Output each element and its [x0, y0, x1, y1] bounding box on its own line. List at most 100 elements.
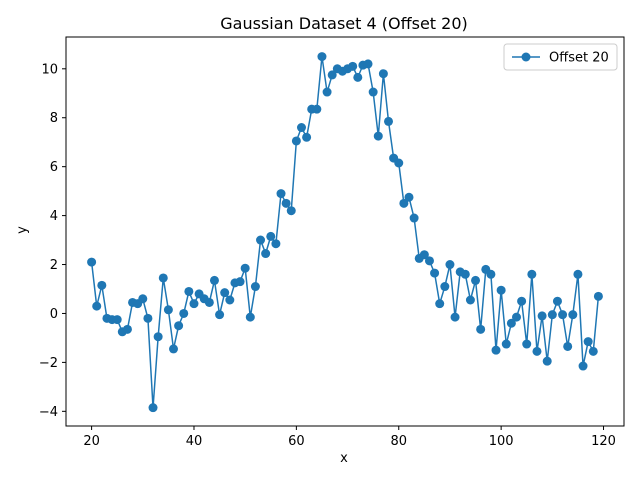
y-axis-label: y — [15, 226, 30, 234]
legend: Offset 20 — [503, 43, 618, 71]
data-point — [363, 59, 373, 69]
data-point — [440, 282, 450, 292]
y-tick-label: 8 — [50, 111, 58, 126]
data-point — [399, 198, 409, 208]
data-point — [578, 361, 588, 371]
data-point — [312, 104, 322, 114]
x-tick-label: 120 — [591, 434, 616, 449]
x-tick-label: 40 — [186, 434, 203, 449]
data-point — [430, 268, 440, 278]
data-point — [271, 239, 281, 249]
data-point — [138, 294, 148, 304]
data-point — [215, 310, 225, 320]
data-point — [225, 295, 235, 305]
data-point — [537, 311, 547, 321]
data-point — [153, 332, 163, 342]
data-point — [378, 69, 388, 79]
data-point — [148, 403, 158, 413]
data-point — [419, 250, 429, 260]
data-point — [491, 345, 501, 355]
x-tick-label: 60 — [288, 434, 305, 449]
data-point — [92, 301, 102, 311]
data-point — [281, 198, 291, 208]
data-point — [542, 356, 552, 366]
data-point — [317, 52, 327, 62]
data-point — [266, 231, 276, 241]
data-point — [348, 61, 358, 71]
data-point — [169, 344, 178, 354]
data-point — [327, 70, 337, 80]
data-point — [465, 295, 475, 305]
data-point — [302, 132, 312, 142]
data-point — [353, 72, 363, 82]
data-point — [450, 312, 460, 322]
data-point — [394, 158, 404, 168]
data-point — [112, 315, 122, 325]
data-point — [460, 269, 470, 279]
data-point — [184, 286, 194, 296]
data-point — [424, 256, 434, 266]
data-point — [593, 291, 603, 301]
data-point — [276, 189, 286, 199]
data-point — [179, 308, 189, 318]
data-point — [409, 213, 419, 223]
data-point — [583, 337, 593, 347]
data-point — [220, 288, 230, 298]
data-point — [532, 346, 542, 356]
chart-title: Gaussian Dataset 4 (Offset 20) — [220, 14, 468, 33]
data-point — [512, 312, 521, 322]
data-point — [588, 346, 598, 356]
data-point — [189, 299, 199, 309]
data-point — [322, 87, 332, 97]
data-point — [501, 339, 511, 349]
x-tick-label: 20 — [83, 434, 100, 449]
data-point — [373, 131, 383, 141]
axes-frame — [65, 36, 625, 427]
data-point — [296, 123, 306, 133]
data-point — [174, 321, 184, 331]
data-point — [568, 310, 578, 320]
data-point — [368, 87, 378, 97]
data-point — [291, 136, 301, 146]
data-point — [573, 269, 583, 279]
x-tick-label: 100 — [489, 434, 514, 449]
y-tick-label: 10 — [41, 62, 58, 77]
data-point — [404, 192, 414, 202]
data-point — [552, 296, 562, 306]
data-point — [250, 282, 260, 292]
legend-marker — [521, 52, 531, 62]
data-point — [97, 280, 107, 290]
y-tick-label: 0 — [50, 307, 58, 322]
data-point — [122, 324, 132, 334]
data-point — [522, 339, 532, 349]
data-point — [471, 275, 481, 285]
data-point — [527, 269, 537, 279]
data-point — [209, 275, 219, 285]
data-point — [245, 312, 255, 322]
data-point — [286, 206, 296, 216]
y-tick-label: −2 — [39, 356, 58, 371]
data-point — [517, 296, 527, 306]
data-point — [506, 318, 516, 328]
data-point — [256, 235, 266, 245]
data-point — [558, 310, 568, 320]
data-point — [204, 297, 214, 307]
data-point — [563, 341, 573, 351]
data-point — [476, 324, 486, 334]
data-point — [158, 273, 168, 283]
x-axis-label: x — [340, 451, 348, 466]
data-point — [143, 313, 153, 323]
data-point — [163, 305, 173, 315]
data-point — [384, 116, 394, 126]
y-tick-label: 4 — [50, 209, 58, 224]
data-point — [435, 299, 445, 309]
data-point — [496, 285, 506, 295]
y-tick-label: 2 — [50, 258, 58, 273]
y-tick-label: 6 — [50, 160, 58, 175]
data-point — [87, 257, 97, 267]
legend-label: Offset 20 — [549, 51, 609, 66]
y-tick-label: −4 — [39, 405, 58, 420]
data-point — [240, 263, 250, 273]
data-point — [261, 249, 271, 259]
